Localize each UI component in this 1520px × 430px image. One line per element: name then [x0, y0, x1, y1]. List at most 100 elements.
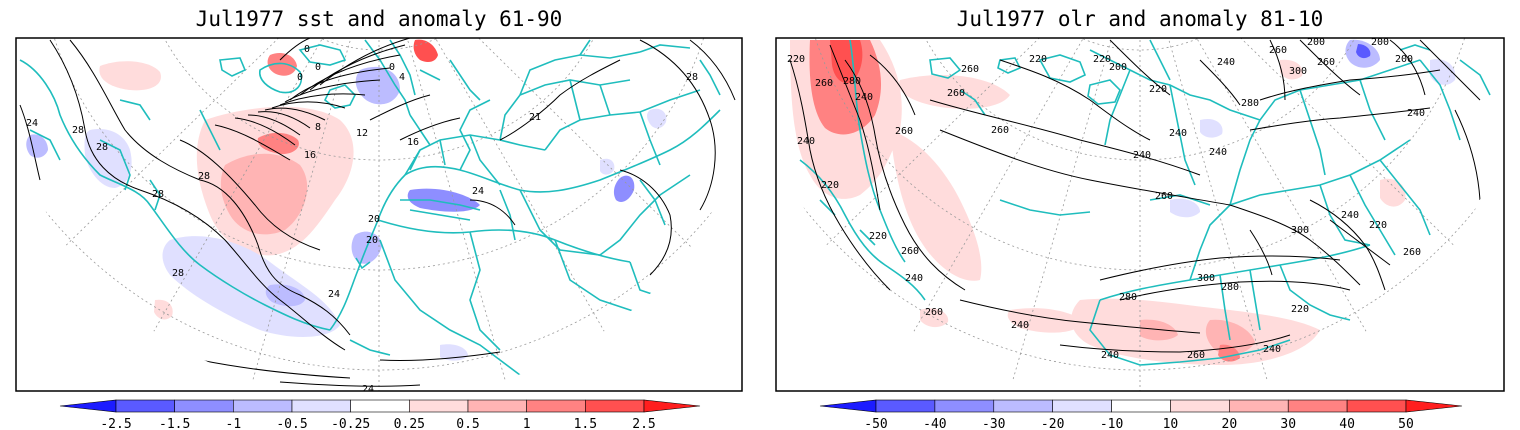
svg-text:20: 20	[366, 235, 378, 246]
colorbar-bin	[409, 399, 469, 413]
svg-text:21: 21	[529, 112, 541, 123]
svg-text:260: 260	[1403, 247, 1421, 258]
svg-text:260: 260	[947, 88, 965, 99]
colorbar-olr: -50 -40 -30 -20 -10 10 20 30 40 50	[819, 399, 1463, 430]
svg-text:280: 280	[1119, 292, 1137, 303]
svg-text:280: 280	[1221, 282, 1239, 293]
svg-text:4: 4	[399, 72, 405, 83]
svg-text:28: 28	[96, 142, 108, 153]
map-area-olr: 220 220 220 220 220 220 220 220 240 240 …	[776, 37, 1504, 391]
colorbar-tick-label: -0.5	[276, 417, 307, 430]
svg-text:8: 8	[315, 122, 321, 133]
svg-text:28: 28	[198, 171, 210, 182]
svg-text:260: 260	[815, 78, 833, 89]
svg-text:240: 240	[797, 136, 815, 147]
colorbar-arrow-high	[643, 399, 701, 413]
svg-text:260: 260	[961, 64, 979, 75]
colorbar-bin	[1052, 399, 1112, 413]
svg-text:0: 0	[297, 72, 303, 83]
colorbar-bin	[1229, 399, 1289, 413]
svg-text:260: 260	[895, 126, 913, 137]
panel-title-olr: Jul1977 olr and anomaly 81-10	[957, 7, 1324, 31]
svg-text:240: 240	[1217, 57, 1235, 68]
svg-text:240: 240	[1407, 108, 1425, 119]
svg-text:240: 240	[1263, 344, 1281, 355]
colorbar-tick-label: -1.5	[159, 417, 190, 430]
colorbar-bin	[526, 399, 586, 413]
svg-text:300: 300	[1289, 66, 1307, 77]
colorbar-tick-label: -1	[226, 417, 242, 430]
colorbar-tick-label: 0.5	[456, 417, 479, 430]
svg-text:260: 260	[901, 246, 919, 257]
svg-text:28: 28	[152, 189, 164, 200]
svg-text:12: 12	[356, 128, 368, 139]
svg-text:240: 240	[1209, 147, 1227, 158]
svg-text:28: 28	[686, 72, 698, 83]
svg-text:220: 220	[1291, 304, 1309, 315]
panel-sst: Jul1977 sst and anomaly 61-90	[15, 7, 743, 395]
colorbar-tick-label: 10	[1163, 417, 1179, 430]
svg-text:24: 24	[362, 384, 374, 395]
svg-text:220: 220	[787, 54, 805, 65]
panel-title-sst: Jul1977 sst and anomaly 61-90	[196, 7, 563, 31]
svg-text:240: 240	[1341, 210, 1359, 221]
colorbar-arrow-low	[59, 399, 117, 413]
colorbar-bin	[993, 399, 1053, 413]
svg-text:240: 240	[1101, 350, 1119, 361]
svg-text:20: 20	[368, 214, 380, 225]
anomaly-shading-sst	[26, 39, 667, 361]
svg-text:24: 24	[472, 186, 484, 197]
colorbar-bin	[585, 399, 645, 413]
colorbar-bin	[174, 399, 234, 413]
svg-text:200: 200	[1371, 37, 1389, 48]
svg-text:260: 260	[991, 125, 1009, 136]
svg-text:0: 0	[304, 44, 310, 55]
olr-contours	[789, 39, 1481, 353]
svg-text:280: 280	[1241, 98, 1259, 109]
olr-contour-labels: 220 220 220 220 220 220 220 220 240 240 …	[787, 37, 1425, 361]
svg-text:200: 200	[1395, 54, 1413, 65]
colorbar-bin	[115, 399, 175, 413]
svg-text:260: 260	[1187, 350, 1205, 361]
svg-text:300: 300	[1197, 273, 1215, 284]
svg-text:260: 260	[1317, 57, 1335, 68]
map-frame-olr	[775, 37, 1505, 392]
colorbar-tick-label: 2.5	[632, 417, 655, 430]
svg-text:28: 28	[172, 268, 184, 279]
colorbar-bin	[875, 399, 936, 413]
svg-text:240: 240	[1011, 320, 1029, 331]
colorbar-bin	[467, 399, 527, 413]
svg-text:240: 240	[855, 92, 873, 103]
colorbar-bin	[233, 399, 293, 413]
colorbar-tick-label: 1	[523, 417, 531, 430]
svg-text:260: 260	[1269, 45, 1287, 56]
svg-text:220: 220	[1369, 220, 1387, 231]
svg-text:220: 220	[821, 180, 839, 191]
colorbar-arrow-high	[1405, 399, 1463, 413]
svg-text:16: 16	[407, 137, 419, 148]
colorbar-bin	[291, 399, 351, 413]
svg-text:260: 260	[925, 307, 943, 318]
svg-text:220: 220	[1149, 84, 1167, 95]
svg-text:28: 28	[72, 125, 84, 136]
colorbar-bin	[1111, 399, 1171, 413]
colorbar-bin	[350, 399, 410, 413]
map-area-sst: 0 0 0 0 4 8 12 16 16 20 20 21 24 24 24 2…	[16, 38, 742, 395]
svg-text:260: 260	[1155, 191, 1173, 202]
sst-contours	[19, 38, 736, 387]
svg-text:0: 0	[315, 62, 321, 73]
graticule-sst	[16, 38, 742, 391]
colorbar-tick-label: -20	[1041, 417, 1064, 430]
svg-text:240: 240	[905, 273, 923, 284]
svg-text:220: 220	[1029, 54, 1047, 65]
colorbar-tick-label: 0.25	[394, 417, 425, 430]
map-frame-sst	[15, 37, 743, 392]
colorbar-tick-label: 40	[1339, 417, 1355, 430]
coastlines-olr	[799, 39, 1491, 366]
svg-text:24: 24	[328, 289, 340, 300]
sst-contour-labels: 0 0 0 0 4 8 12 16 16 20 20 21 24 24 24 2…	[26, 44, 698, 395]
svg-text:16: 16	[304, 150, 316, 161]
svg-text:300: 300	[1291, 225, 1309, 236]
colorbar-bin	[1346, 399, 1407, 413]
